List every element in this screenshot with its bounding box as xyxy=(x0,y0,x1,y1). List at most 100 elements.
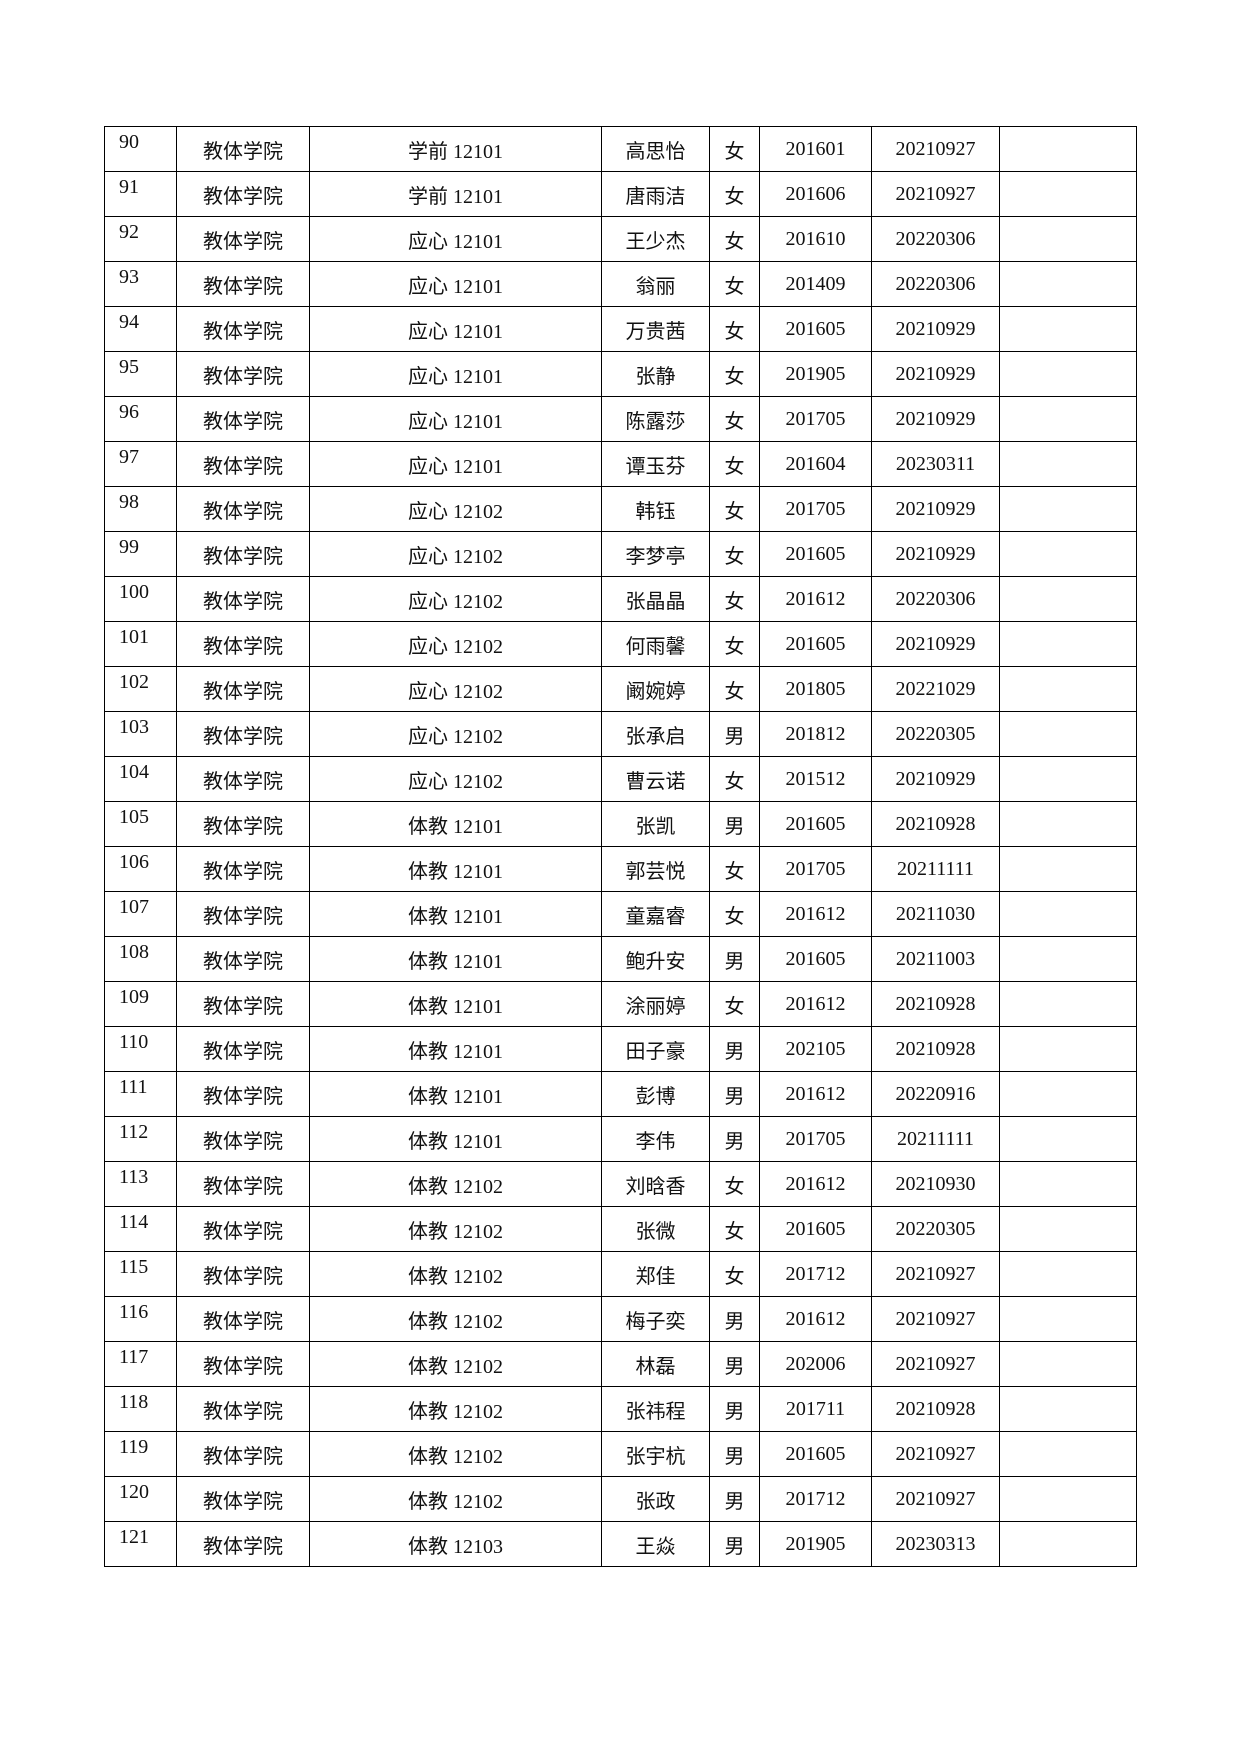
row-number-cell: 104 xyxy=(104,756,177,802)
row-number-cell: 90 xyxy=(104,126,177,172)
college-cell: 教体学院 xyxy=(176,1026,310,1072)
value-1-cell: 201601 xyxy=(759,126,872,172)
college-cell: 教体学院 xyxy=(176,621,310,667)
remark-cell xyxy=(999,621,1137,667)
student-name-cell: 阚婉婷 xyxy=(601,666,710,712)
student-name-cell: 田子豪 xyxy=(601,1026,710,1072)
row-number-cell: 106 xyxy=(104,846,177,892)
college-cell: 教体学院 xyxy=(176,801,310,847)
class-cell: 应心 12101 xyxy=(309,351,602,397)
remark-cell xyxy=(999,756,1137,802)
table-row: 102 教体学院 应心 12102 阚婉婷女 201805 20221029 xyxy=(104,666,1137,712)
remark-cell xyxy=(999,441,1137,487)
gender-cell: 男 xyxy=(709,711,760,757)
student-name-cell: 郑佳 xyxy=(601,1251,710,1297)
student-name-cell: 彭博 xyxy=(601,1071,710,1117)
college-cell: 教体学院 xyxy=(176,441,310,487)
date-cell: 20210929 xyxy=(871,351,1000,397)
row-number-cell: 116 xyxy=(104,1296,177,1342)
table-row: 106 教体学院 体教 12101 郭芸悦女 201705 20211111 xyxy=(104,846,1137,892)
date-cell: 20210927 xyxy=(871,1476,1000,1522)
remark-cell xyxy=(999,711,1137,757)
table-row: 105 教体学院 体教 12101 张凯男 201605 20210928 xyxy=(104,801,1137,847)
student-name-cell: 梅子奕 xyxy=(601,1296,710,1342)
student-name-cell: 张承启 xyxy=(601,711,710,757)
gender-cell: 男 xyxy=(709,801,760,847)
value-1-cell: 201605 xyxy=(759,1206,872,1252)
date-cell: 20210928 xyxy=(871,801,1000,847)
date-cell: 20220306 xyxy=(871,576,1000,622)
row-number-cell: 97 xyxy=(104,441,177,487)
remark-cell xyxy=(999,1071,1137,1117)
date-cell: 20210928 xyxy=(871,981,1000,1027)
remark-cell xyxy=(999,1116,1137,1162)
remark-cell xyxy=(999,1386,1137,1432)
value-1-cell: 201612 xyxy=(759,576,872,622)
table-row: 118 教体学院 体教 12102 张祎程男 201711 20210928 xyxy=(104,1386,1137,1432)
gender-cell: 女 xyxy=(709,981,760,1027)
value-1-cell: 202105 xyxy=(759,1026,872,1072)
remark-cell xyxy=(999,666,1137,712)
remark-cell xyxy=(999,126,1137,172)
class-cell: 应心 12101 xyxy=(309,396,602,442)
date-cell: 20210927 xyxy=(871,1251,1000,1297)
class-cell: 应心 12101 xyxy=(309,216,602,262)
row-number-cell: 108 xyxy=(104,936,177,982)
student-name-cell: 翁丽 xyxy=(601,261,710,307)
value-1-cell: 201605 xyxy=(759,801,872,847)
date-cell: 20230311 xyxy=(871,441,1000,487)
row-number-cell: 115 xyxy=(104,1251,177,1297)
row-number-cell: 93 xyxy=(104,261,177,307)
row-number-cell: 103 xyxy=(104,711,177,757)
college-cell: 教体学院 xyxy=(176,891,310,937)
gender-cell: 女 xyxy=(709,441,760,487)
gender-cell: 女 xyxy=(709,576,760,622)
college-cell: 教体学院 xyxy=(176,936,310,982)
student-name-cell: 何雨馨 xyxy=(601,621,710,667)
student-name-cell: 刘晗香 xyxy=(601,1161,710,1207)
row-number-cell: 121 xyxy=(104,1521,177,1567)
value-1-cell: 201705 xyxy=(759,1116,872,1162)
student-name-cell: 王少杰 xyxy=(601,216,710,262)
student-name-cell: 张凯 xyxy=(601,801,710,847)
value-1-cell: 201605 xyxy=(759,1431,872,1477)
college-cell: 教体学院 xyxy=(176,171,310,217)
date-cell: 20210929 xyxy=(871,621,1000,667)
remark-cell xyxy=(999,1476,1137,1522)
college-cell: 教体学院 xyxy=(176,666,310,712)
college-cell: 教体学院 xyxy=(176,1206,310,1252)
student-name-cell: 张宇杭 xyxy=(601,1431,710,1477)
remark-cell xyxy=(999,1431,1137,1477)
table-row: 99 教体学院 应心 12102 李梦亭女 201605 20210929 xyxy=(104,531,1137,577)
table-row: 120 教体学院 体教 12102 张政男 201712 20210927 xyxy=(104,1476,1137,1522)
student-name-cell: 高思怡 xyxy=(601,126,710,172)
student-name-cell: 王焱 xyxy=(601,1521,710,1567)
date-cell: 20210927 xyxy=(871,171,1000,217)
value-1-cell: 201605 xyxy=(759,531,872,577)
student-name-cell: 张祎程 xyxy=(601,1386,710,1432)
college-cell: 教体学院 xyxy=(176,351,310,397)
college-cell: 教体学院 xyxy=(176,126,310,172)
student-name-cell: 曹云诺 xyxy=(601,756,710,802)
gender-cell: 男 xyxy=(709,1521,760,1567)
value-1-cell: 201705 xyxy=(759,396,872,442)
college-cell: 教体学院 xyxy=(176,1071,310,1117)
student-name-cell: 韩钰 xyxy=(601,486,710,532)
class-cell: 体教 12102 xyxy=(309,1161,602,1207)
class-cell: 体教 12102 xyxy=(309,1341,602,1387)
date-cell: 20210929 xyxy=(871,756,1000,802)
remark-cell xyxy=(999,1026,1137,1072)
student-name-cell: 张政 xyxy=(601,1476,710,1522)
remark-cell xyxy=(999,1521,1137,1567)
date-cell: 20210930 xyxy=(871,1161,1000,1207)
college-cell: 教体学院 xyxy=(176,1521,310,1567)
remark-cell xyxy=(999,576,1137,622)
gender-cell: 女 xyxy=(709,756,760,802)
date-cell: 20220306 xyxy=(871,261,1000,307)
student-name-cell: 涂丽婷 xyxy=(601,981,710,1027)
gender-cell: 女 xyxy=(709,1206,760,1252)
row-number-cell: 94 xyxy=(104,306,177,352)
remark-cell xyxy=(999,396,1137,442)
gender-cell: 男 xyxy=(709,1386,760,1432)
student-name-cell: 林磊 xyxy=(601,1341,710,1387)
